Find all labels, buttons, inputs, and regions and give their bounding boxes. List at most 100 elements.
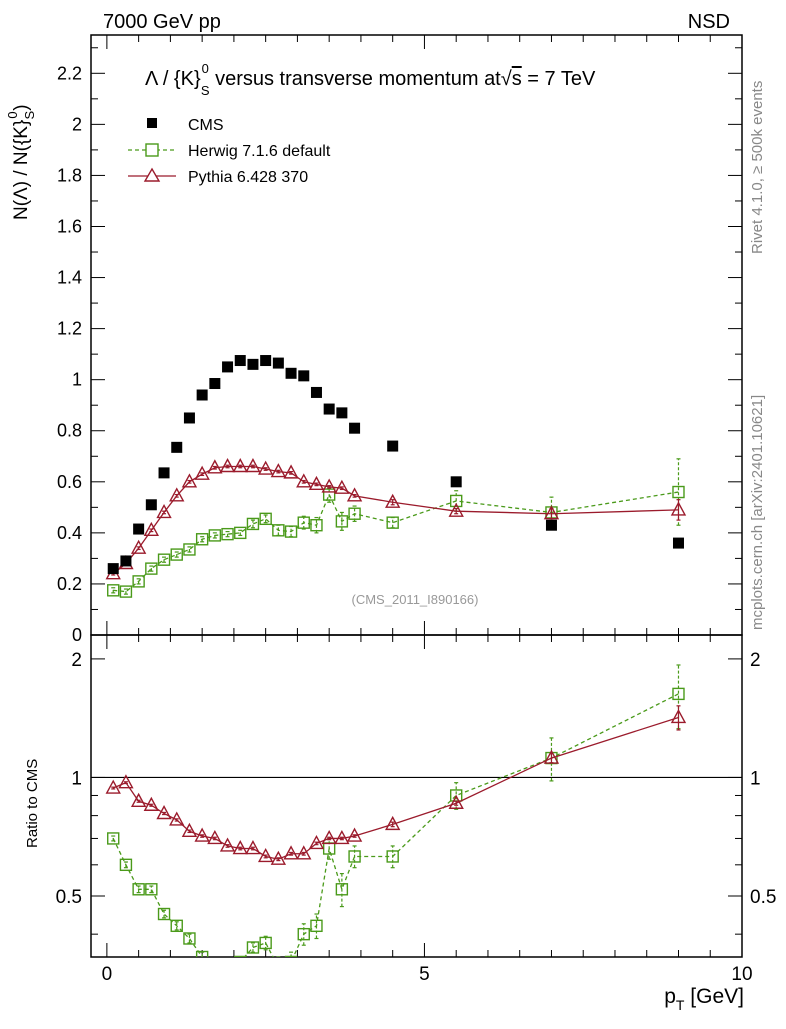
cms-point <box>545 519 557 531</box>
x-tick-label: 0 <box>102 964 113 985</box>
cms-point <box>247 358 259 370</box>
herwig-ratio-point <box>209 962 220 973</box>
herwig-point <box>284 525 298 538</box>
y-tick-label: 0 <box>72 625 82 645</box>
herwig-ratio-point <box>145 883 158 896</box>
pythia-ratio-point <box>181 822 198 837</box>
x-tick-label: 10 <box>731 964 752 985</box>
main-data-group <box>105 355 687 598</box>
pythia-point <box>257 460 274 475</box>
title-mid: versus transverse momentum at <box>210 68 502 90</box>
herwig-ratio-point <box>246 941 260 954</box>
cms-point <box>310 386 322 398</box>
x-tick-label: 5 <box>419 964 430 985</box>
pythia-point <box>194 465 210 480</box>
pythia-ratio-point <box>270 850 287 865</box>
pythia-ratio-point <box>169 811 185 826</box>
pythia-point <box>130 539 147 554</box>
pythia-ratio-point <box>105 779 121 794</box>
cms-point <box>349 422 361 434</box>
herwig-point <box>335 515 349 528</box>
herwig-point <box>259 512 272 526</box>
legend: CMS Herwig 7.1.6 default Pythia 6.428 37… <box>128 117 331 186</box>
cms-point <box>120 555 132 567</box>
herwig-point <box>246 517 260 531</box>
herwig-point <box>322 488 336 501</box>
cms-point <box>158 467 170 479</box>
pythia-point <box>334 479 350 494</box>
cms-point <box>171 441 183 453</box>
herwig-ratio-point <box>386 850 399 863</box>
herwig-point <box>145 562 158 575</box>
cms-point <box>145 499 157 511</box>
pythia-point <box>283 464 299 479</box>
cms-point <box>336 407 348 419</box>
pythia-point <box>448 502 464 517</box>
y-tick-label: 1.2 <box>57 319 82 339</box>
herwig-ratio-point <box>348 850 361 863</box>
title-sub: S <box>201 83 210 98</box>
herwig-ratio-point <box>672 687 685 701</box>
legend-herwig-label: Herwig 7.1.6 default <box>188 143 331 160</box>
herwig-ratio-point <box>234 955 247 957</box>
herwig-ratio-point <box>284 955 298 957</box>
legend-pythia-label: Pythia 6.428 370 <box>188 169 308 186</box>
cms-point <box>107 563 119 575</box>
y-tick-label: 0.6 <box>57 472 82 492</box>
y-tick-label: 0.2 <box>57 574 82 594</box>
herwig-ratio-point <box>183 932 196 945</box>
herwig-ratio-point <box>157 907 171 921</box>
title-s: s <box>512 68 522 90</box>
pythia-point <box>346 487 363 502</box>
pythia-point <box>385 493 401 508</box>
pythia-ratio-point <box>118 774 134 789</box>
herwig-point <box>449 494 463 508</box>
herwig-ratio-point <box>107 832 120 845</box>
ratio-tick-label: 1 <box>71 768 82 789</box>
legend-herwig-marker <box>145 143 159 157</box>
pythia-point <box>270 463 287 478</box>
herwig-point <box>157 553 171 566</box>
ylabel-sup: 0 <box>5 111 20 118</box>
pythia-point <box>156 503 172 519</box>
pythia-ratio-point <box>143 796 160 811</box>
ratio-tick-label-right: 0.5 <box>750 887 776 908</box>
pythia-ratio-point <box>448 794 464 809</box>
pythia-point <box>670 501 687 516</box>
cms-point <box>222 361 234 373</box>
herwig-ratio-point <box>119 858 133 872</box>
y-tick-label: 1 <box>72 370 82 390</box>
herwig-point <box>221 527 234 541</box>
ylabel-tail: ) <box>11 104 32 110</box>
herwig-ratio-point <box>195 950 209 957</box>
y-tick-label: 0.4 <box>57 523 82 543</box>
ratio-data-group <box>105 664 687 973</box>
ylabel-sub: S <box>22 110 37 119</box>
y-tick-label: 1.6 <box>57 216 82 236</box>
herwig-point <box>297 516 310 529</box>
herwig-ratio-point <box>297 927 310 941</box>
pythia-point <box>207 459 223 474</box>
cms-point <box>272 357 284 369</box>
herwig-point <box>672 485 685 499</box>
y-tick-label: 1.8 <box>57 165 82 185</box>
herwig-line <box>113 491 679 593</box>
cms-point <box>285 367 297 379</box>
cms-point <box>234 355 246 367</box>
cms-point <box>450 476 462 488</box>
title-sqrt: √ <box>501 68 512 90</box>
herwig-ratio-point <box>170 919 183 933</box>
xlabel-tail: [GeV] <box>684 985 744 1008</box>
pythia-ratio-point <box>194 827 210 842</box>
legend-pythia-marker <box>143 167 161 182</box>
herwig-point <box>348 507 361 520</box>
pythia-ratio-point <box>321 829 337 845</box>
ratio-tick-label-right: 2 <box>750 650 761 671</box>
pythia-ratio-point <box>207 829 223 845</box>
herwig-point <box>132 575 145 588</box>
pythia-point <box>232 458 248 473</box>
y-tick-label: 0.8 <box>57 421 82 441</box>
herwig-point <box>234 526 247 540</box>
pythia-point <box>181 473 198 488</box>
